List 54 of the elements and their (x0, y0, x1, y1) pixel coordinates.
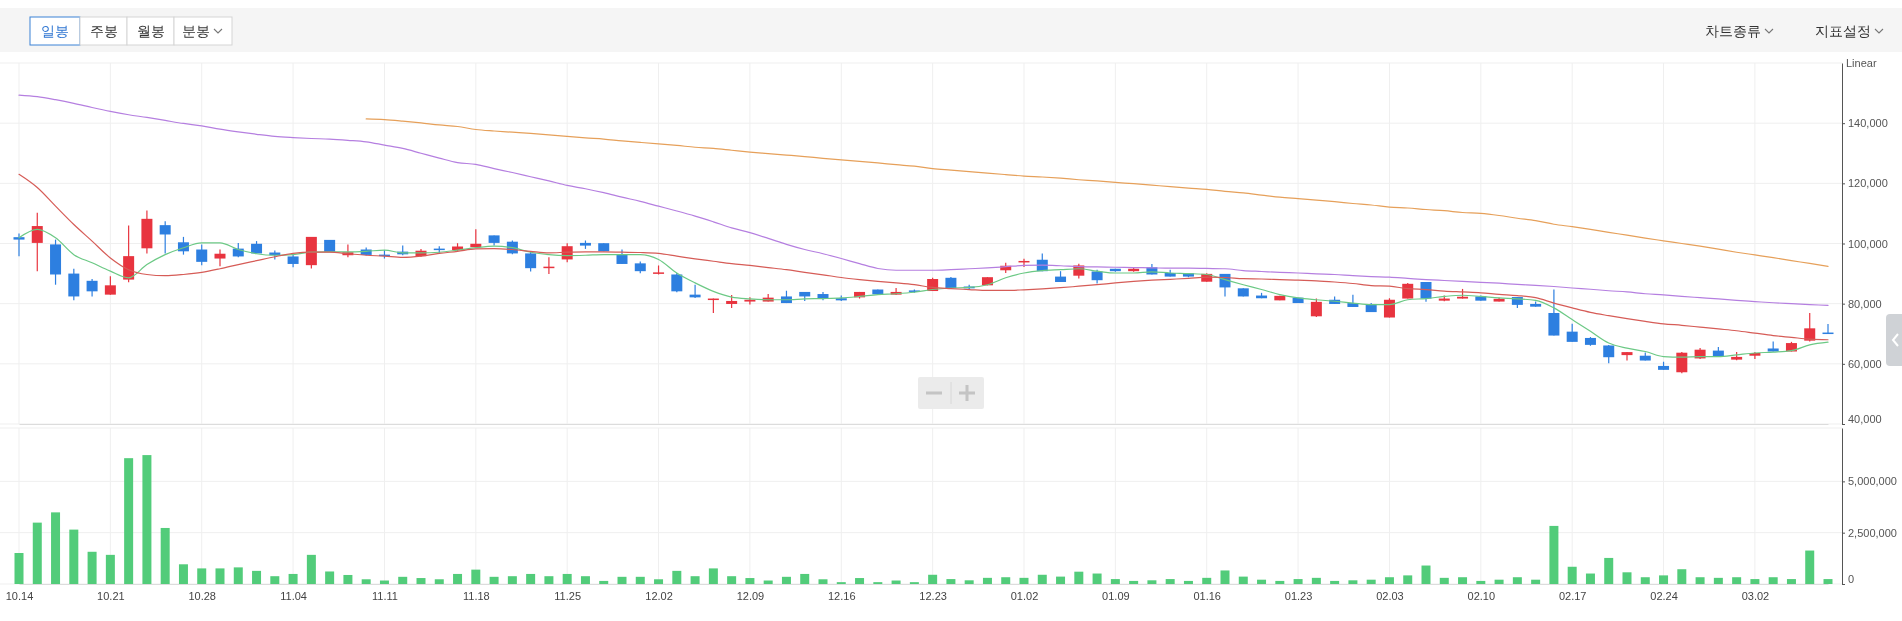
x-tick-label: 02.10 (1467, 590, 1496, 603)
x-tick-label: 03.02 (1741, 590, 1770, 603)
x-tick-label: 11.04 (280, 590, 307, 603)
x-tick-label: 02.03 (1376, 590, 1404, 603)
text: Linear (1846, 57, 1877, 69)
x-tick-label: 11.25 (554, 590, 582, 603)
text: 일봉 (41, 23, 69, 39)
text: 차트종류 (1705, 23, 1761, 39)
candlestick (1621, 351, 1633, 362)
candlestick (744, 296, 756, 306)
candlestick (123, 224, 135, 283)
y-tick-label: 60,000 (1848, 357, 1882, 370)
candlestick (13, 232, 25, 257)
x-tick-label: 12.16 (828, 590, 856, 603)
text: 지표설정 (1815, 23, 1871, 39)
y-tick-label: 5,000,000 (1848, 475, 1897, 488)
candlestick (196, 243, 208, 266)
candlestick (159, 220, 171, 255)
x-tick-label: 12.09 (736, 590, 765, 603)
x-tick-label: 12.02 (645, 590, 673, 603)
x-tick-label: 01.23 (1284, 590, 1313, 603)
x-tick-label: 02.17 (1558, 590, 1587, 603)
candlestick (104, 275, 116, 296)
x-tick-label: 01.09 (1102, 590, 1130, 603)
x-tick-label: 10.28 (188, 590, 216, 603)
text: 월봉 (136, 23, 165, 39)
x-tick-label: 11.11 (372, 590, 398, 603)
x-tick-label: 02.24 (1650, 590, 1678, 603)
x-tick-label: 01.02 (1010, 590, 1039, 603)
candlestick (68, 268, 80, 301)
x-tick-label: 11.18 (462, 590, 490, 603)
candlestick (1804, 312, 1816, 343)
y-tick-label: 140,000 (1848, 117, 1888, 130)
y-tick-label: 2,500,000 (1848, 526, 1897, 539)
x-tick-label: 12.23 (919, 590, 947, 603)
y-tick-label: 120,000 (1848, 177, 1888, 190)
text: 주봉 (89, 23, 118, 39)
line-series (18, 173, 1829, 341)
x-tick-label: 10.14 (5, 590, 34, 603)
y-tick-label: 100,000 (1848, 237, 1888, 250)
text: 분봉 (182, 23, 210, 39)
candlestick (1383, 297, 1395, 319)
x-tick-label: 10.21 (97, 590, 125, 603)
line-series (365, 118, 1829, 267)
x-tick-label: 01.16 (1193, 590, 1221, 603)
candlestick (31, 212, 43, 272)
candlestick (214, 248, 226, 267)
y-tick-label: 40,000 (1848, 413, 1882, 426)
line-series (18, 94, 1829, 307)
y-tick-label: 80,000 (1848, 297, 1882, 310)
candlestick (1548, 288, 1560, 337)
candlestick (1566, 323, 1578, 343)
y-tick-label: 0 (1848, 573, 1855, 586)
candlestick (1310, 297, 1322, 318)
